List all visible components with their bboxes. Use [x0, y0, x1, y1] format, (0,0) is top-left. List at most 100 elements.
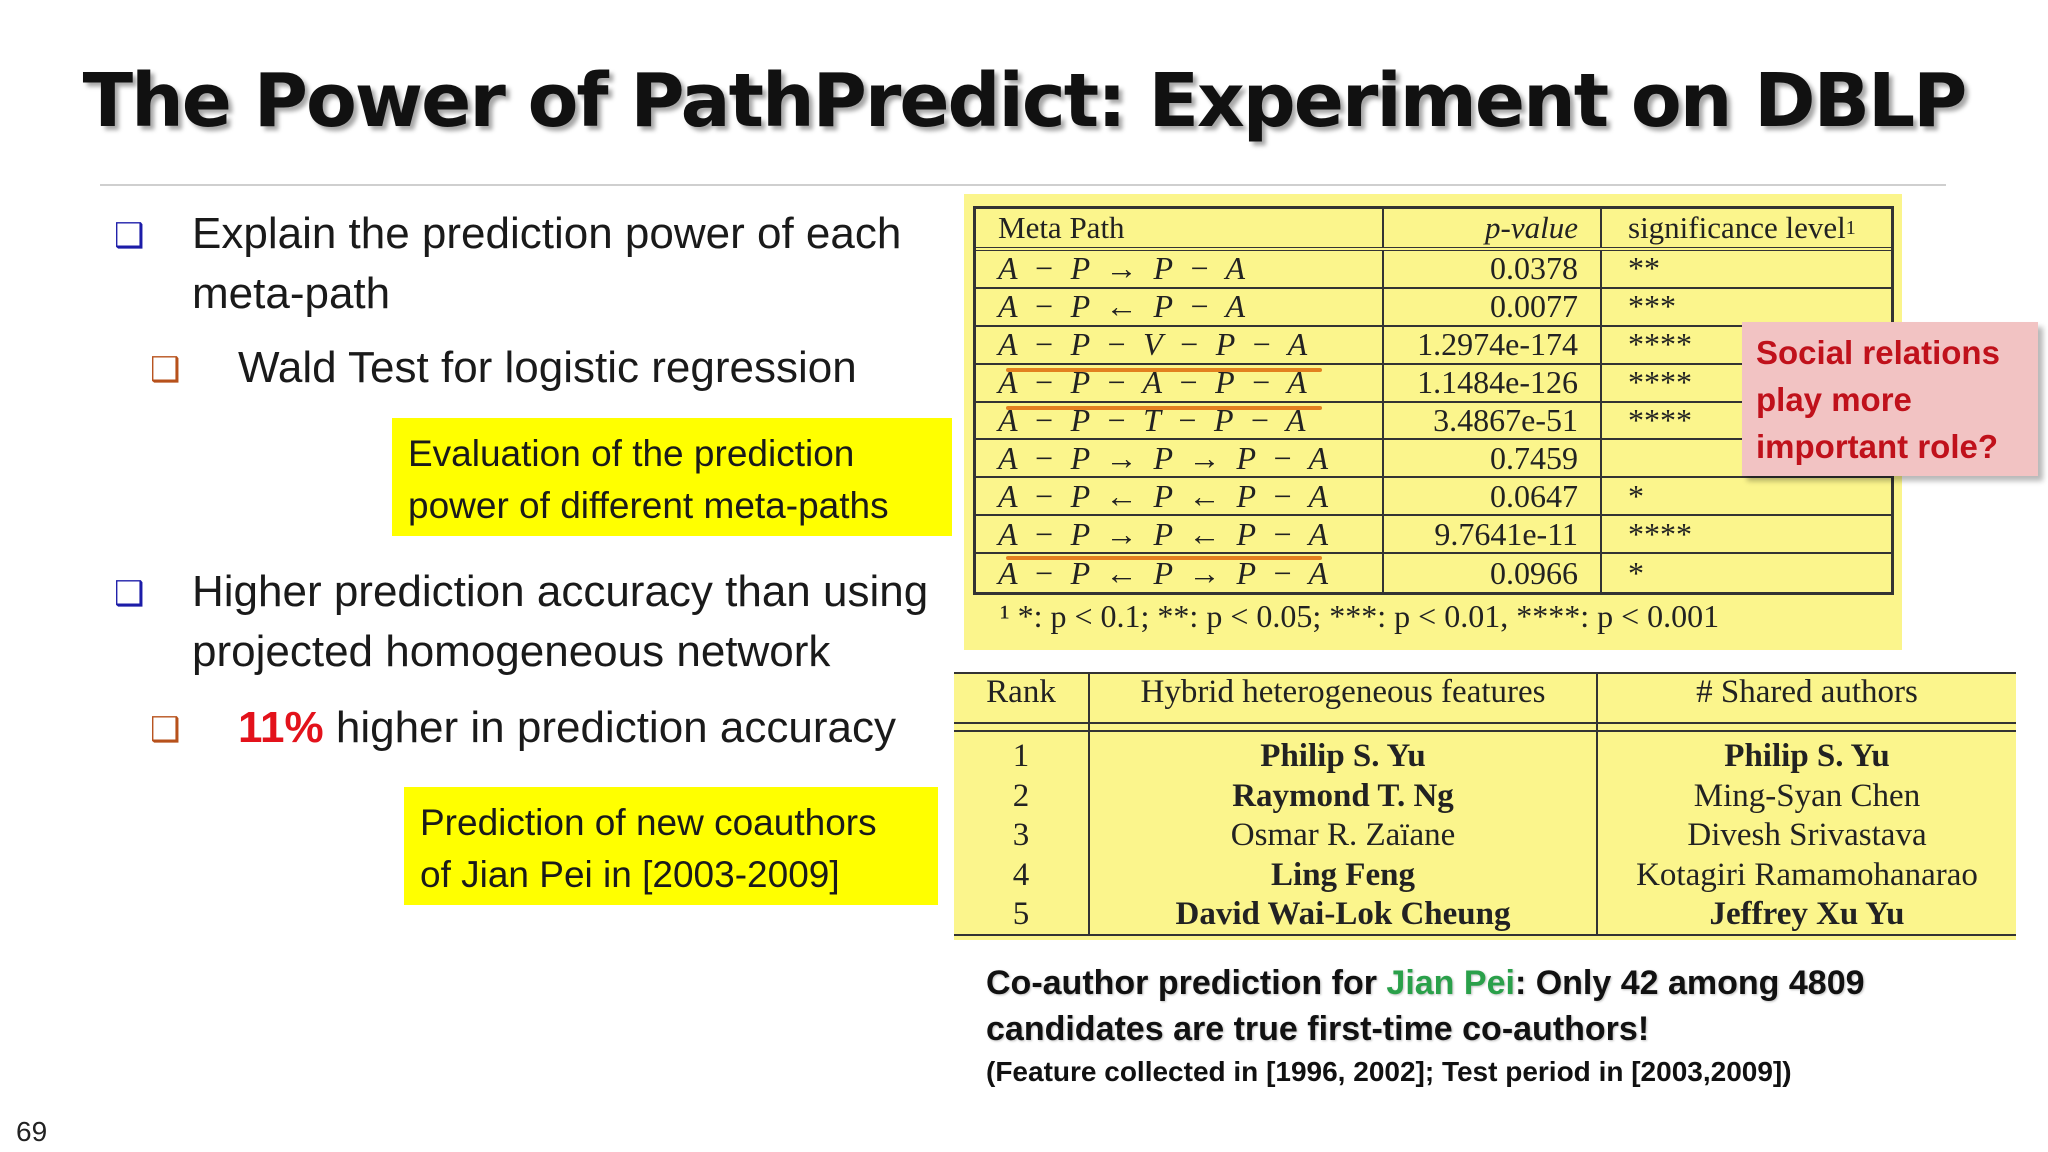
table-row: A − P → P ← P − A 9.7641e-11 **** [976, 515, 1891, 555]
bullet-accuracy: ❑ Higher prediction accuracy than using … [114, 562, 974, 682]
subbullet-text: higher in prediction accuracy [323, 703, 896, 752]
meta-path-cell: A − P ← P ← P − A [976, 478, 1384, 515]
p-value-cell: 0.0647 [1384, 478, 1602, 515]
shared-authors-cell: Kotagiri Ramamohanarao [1636, 856, 1978, 893]
p-value-cell: 0.0966 [1384, 554, 1602, 593]
note-text-line: Prediction of new coauthors [420, 802, 877, 843]
note-text: Co-author prediction for [986, 964, 1387, 1002]
callout-line: important role? [1756, 428, 1999, 465]
prediction-note-box: Prediction of new coauthors of Jian Pei … [404, 787, 938, 905]
note-line-2: candidates are true first-time co-author… [986, 1010, 1650, 1048]
significance-footnote: ¹ *: p < 0.1; **: p < 0.05; ***: p < 0.0… [1000, 598, 1720, 634]
table-row: A − P → P → P − A 0.7459 [976, 440, 1891, 479]
checkbox-bullet-icon: ❑ [150, 710, 181, 750]
evaluation-note-box: Evaluation of the prediction power of di… [392, 418, 952, 536]
highlight-underline [1006, 368, 1322, 372]
table-row: A − P → P − A 0.0378 ** [976, 250, 1891, 289]
table-rule [954, 730, 2016, 732]
table-rule [954, 722, 2016, 724]
rank-table: Rank Hybrid heterogeneous features # Sha… [954, 672, 2016, 940]
significance-cell: * [1628, 554, 1644, 591]
significance-cell: * [1628, 477, 1644, 514]
note-line-3: (Feature collected in [1996, 2002]; Test… [986, 1056, 1792, 1087]
note-text-line: Evaluation of the prediction [408, 433, 855, 474]
slide-title: The Power of PathPredict: Experiment on … [82, 58, 1968, 144]
checkbox-bullet-icon: ❑ [114, 216, 145, 256]
highlight-underline [1006, 556, 1322, 560]
meta-path-cell: A − P → P → P − A [976, 440, 1384, 477]
highlight-underline [1006, 406, 1322, 410]
header-p-value: p-value [1384, 209, 1602, 247]
p-value-cell: 9.7641e-11 [1384, 516, 1602, 553]
bullet-text-line: projected homogeneous network [192, 627, 831, 676]
significance-cell: **** [1628, 326, 1692, 363]
rank-cell: 1 [1012, 738, 1030, 774]
table-row: A − P − V − P − A 1.2974e-174 **** [976, 326, 1891, 365]
meta-path-grid: Meta Path p-value significance level 1 A … [973, 206, 1894, 596]
note-text: : Only 42 among 4809 [1514, 964, 1865, 1002]
hybrid-feature-cell: Philip S. Yu [1260, 738, 1426, 774]
shared-authors-cell: Jeffrey Xu Yu [1709, 896, 1905, 932]
rank-cell: 2 [1012, 777, 1030, 814]
table-rule [954, 934, 2016, 936]
checkbox-bullet-icon: ❑ [114, 574, 145, 614]
significance-cell: ** [1628, 250, 1660, 287]
meta-path-cell: A − P ← P → P − A [976, 554, 1384, 593]
p-value-cell: 3.4867e-51 [1384, 402, 1602, 439]
shared-authors-cell: Ming-Syan Chen [1693, 777, 1921, 814]
header-shared: # Shared authors [1696, 674, 1918, 710]
subbullet-wald: ❑ Wald Test for logistic regression [150, 338, 950, 398]
hybrid-feature-cell: Osmar R. Zaïane [1230, 817, 1456, 853]
rank-cell: 3 [1012, 817, 1030, 853]
note-text-line: power of different meta-paths [408, 485, 889, 526]
hybrid-feature-cell: Raymond T. Ng [1232, 777, 1454, 814]
shared-authors-cell: Divesh Srivastava [1687, 817, 1927, 853]
header-hybrid: Hybrid heterogeneous features [1140, 674, 1546, 710]
rank-cell: 5 [1012, 896, 1030, 932]
p-value-cell: 0.0378 [1384, 250, 1602, 287]
callout-line: play more [1756, 381, 1912, 418]
meta-path-cell: A − P → P − A [976, 250, 1384, 287]
table-rule [1596, 672, 1598, 936]
bullet-text-line: Higher prediction accuracy than using [192, 567, 929, 616]
header-significance-label: significance level [1628, 210, 1846, 245]
header-rank: Rank [986, 674, 1056, 710]
p-value-cell: 0.0077 [1384, 288, 1602, 325]
meta-path-cell: A − P → P ← P − A [976, 516, 1384, 553]
significance-cell: *** [1628, 288, 1676, 325]
p-value-cell: 0.7459 [1384, 440, 1602, 477]
meta-path-cell: A − P ← P − A [976, 288, 1384, 325]
table-header-row: Meta Path p-value significance level 1 [976, 209, 1891, 251]
note-text-line: of Jian Pei in [2003-2009] [420, 854, 840, 895]
highlight-percent: 11% [238, 703, 324, 752]
significance-cell: **** [1628, 515, 1692, 552]
rank-cell: 4 [1012, 856, 1030, 893]
meta-path-cell: A − P − V − P − A [976, 326, 1384, 363]
page-number: 69 [16, 1116, 48, 1147]
significance-cell: **** [1628, 364, 1692, 401]
significance-cell: **** [1628, 402, 1692, 439]
note-highlight-name: Jian Pei [1386, 964, 1515, 1002]
social-relations-callout: Social relations play more important rol… [1742, 322, 2038, 476]
header-significance: significance level 1 [1602, 209, 1891, 247]
coauthor-prediction-note: Co-author prediction for Jian Pei: Only … [986, 960, 2046, 1092]
p-value-cell: 1.1484e-126 [1384, 364, 1602, 401]
table-rule [954, 672, 2016, 674]
table-rule [1088, 672, 1090, 936]
bullet-text-line: Explain the prediction power of each [192, 209, 902, 258]
hybrid-feature-cell: David Wai-Lok Cheung [1175, 896, 1511, 932]
header-footmark: 1 [1845, 216, 1856, 239]
checkbox-bullet-icon: ❑ [150, 350, 181, 390]
p-value-cell: 1.2974e-174 [1384, 326, 1602, 363]
header-meta-path: Meta Path [976, 209, 1384, 247]
shared-authors-cell: Philip S. Yu [1724, 738, 1890, 774]
bullet-explain: ❑ Explain the prediction power of each m… [114, 204, 974, 324]
table-row: A − P ← P ← P − A 0.0647 * [976, 477, 1891, 517]
hybrid-feature-cell: Ling Feng [1271, 856, 1415, 893]
subbullet-text: Wald Test for logistic regression [238, 343, 857, 392]
table-row: A − P ← P → P − A 0.0966 * [976, 554, 1891, 593]
subbullet-eleven-percent: ❑ 11% higher in prediction accuracy [150, 698, 950, 758]
bullet-text-line: meta-path [192, 269, 391, 318]
callout-line: Social relations [1756, 334, 2000, 371]
table-row: A − P ← P − A 0.0077 *** [976, 288, 1891, 327]
